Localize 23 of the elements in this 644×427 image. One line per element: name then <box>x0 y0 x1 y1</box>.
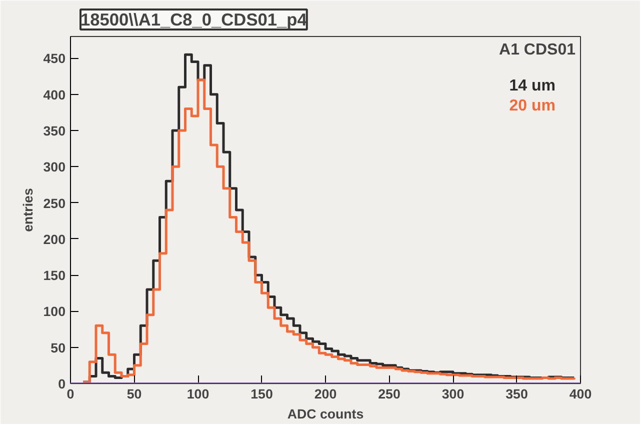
y-tick-label: 250 <box>43 196 66 211</box>
y-tick-label: 200 <box>43 232 66 247</box>
x-tick-label: 300 <box>442 386 464 402</box>
y-axis-title: entries <box>20 188 36 232</box>
x-tick-label: 200 <box>314 386 337 402</box>
y-tick-label: 300 <box>43 160 66 175</box>
x-axis-title: ADC counts <box>287 406 364 422</box>
x-tick-label: 350 <box>506 386 528 402</box>
text: 20 um <box>509 98 556 114</box>
legend-title: A1 CDS01 <box>499 42 576 58</box>
text: 14 um <box>509 78 556 94</box>
y-tick-label: 100 <box>43 304 66 320</box>
y-tick-label: 150 <box>43 268 66 284</box>
x-tick-label: 50 <box>126 386 142 402</box>
y-tick-label: 50 <box>50 340 66 356</box>
y-tick-label: 400 <box>43 87 66 102</box>
y-tick-label: 0 <box>58 376 66 392</box>
x-tick-label: 150 <box>250 386 273 402</box>
y-tick-label: 350 <box>43 123 66 138</box>
x-tick-label: 400 <box>569 386 592 402</box>
x-tick-label: 100 <box>186 386 210 402</box>
y-tick-label: 450 <box>43 51 66 66</box>
x-tick-label: 250 <box>378 386 400 402</box>
